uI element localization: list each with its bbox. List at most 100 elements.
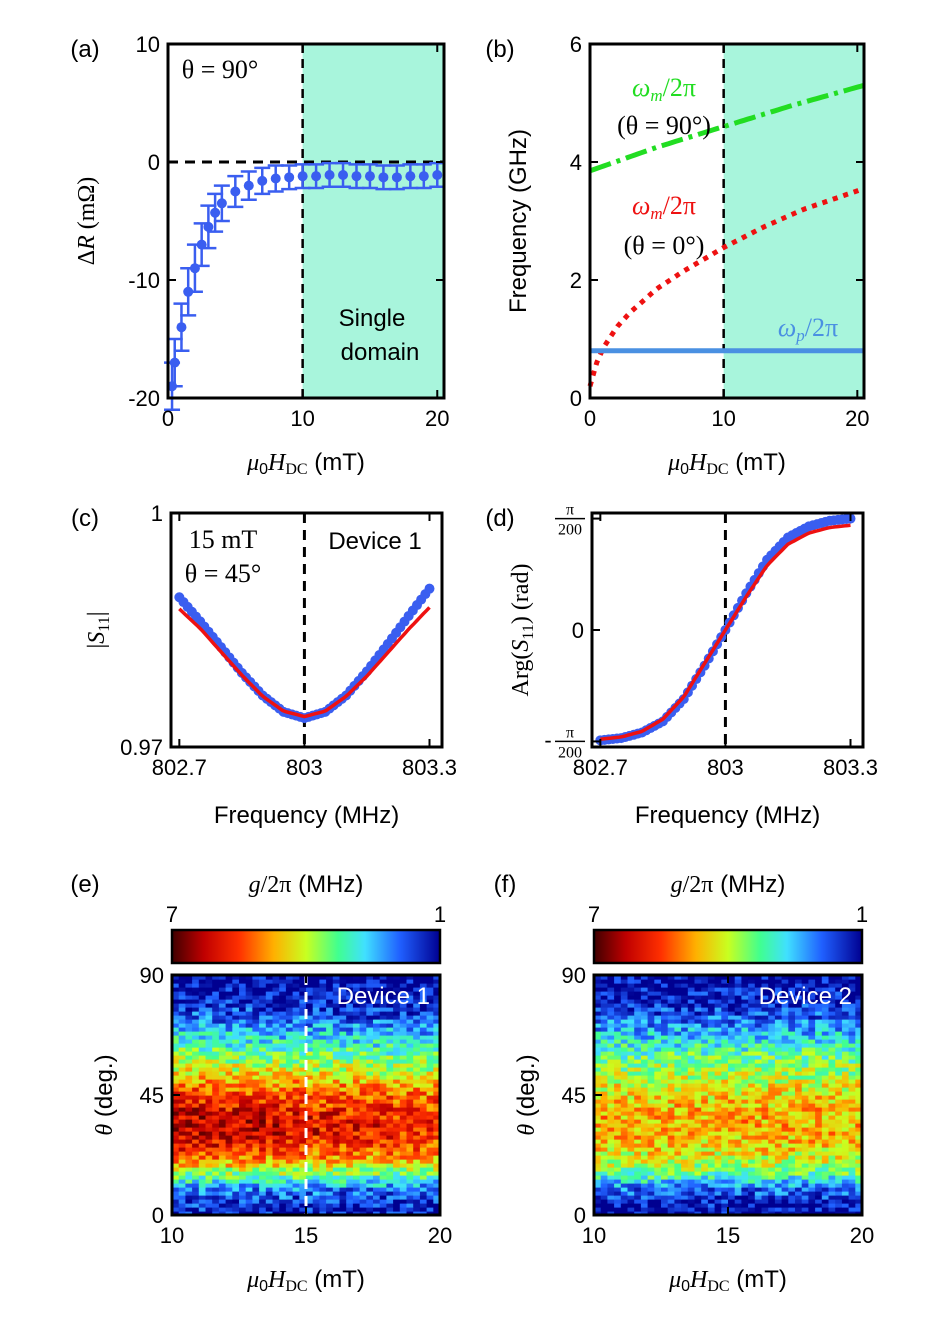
heatmap-cell xyxy=(835,1015,843,1020)
heatmap-cell xyxy=(761,1163,769,1168)
heatmap-cell xyxy=(781,1183,789,1188)
heatmap-cell xyxy=(627,1015,635,1020)
heatmap-cell xyxy=(620,999,629,1004)
heatmap-cell xyxy=(379,1115,387,1120)
heatmap-cell xyxy=(754,1123,763,1128)
heatmap-cell xyxy=(661,1027,669,1032)
heatmap-cell xyxy=(386,1211,394,1216)
heatmap-cell xyxy=(373,1163,381,1168)
heatmap-cell xyxy=(694,1115,702,1120)
heatmap-cell xyxy=(681,1035,689,1040)
heatmap-cell xyxy=(406,1187,414,1192)
heatmap-cell xyxy=(319,1127,327,1132)
heatmap-cell xyxy=(781,1123,789,1128)
heatmap-cell xyxy=(828,1099,836,1104)
heatmap-cell xyxy=(306,1119,314,1124)
heatmap-cell xyxy=(326,1023,334,1028)
heatmap-cell xyxy=(754,1027,763,1032)
heatmap-cell xyxy=(252,1191,260,1196)
heatmap-cell xyxy=(212,1047,220,1052)
heatmap-cell xyxy=(721,1079,729,1084)
single-domain-label-1: Single xyxy=(339,305,406,332)
heatmap-cell xyxy=(279,1131,287,1136)
heatmap-cell xyxy=(667,1023,675,1028)
heatmap-cell xyxy=(212,1187,220,1192)
heatmap-cell xyxy=(674,1171,682,1176)
heatmap-cell xyxy=(245,1139,253,1144)
heatmap-cell xyxy=(332,1167,341,1172)
heatmap-cell xyxy=(279,1027,287,1032)
heatmap-cell xyxy=(232,1163,240,1168)
heatmap-cell xyxy=(647,1079,655,1084)
heatmap-cell xyxy=(627,1031,635,1036)
heatmap-cell xyxy=(178,1099,186,1104)
heatmap-cell xyxy=(279,1127,287,1132)
heatmap-cell xyxy=(741,1023,749,1028)
heatmap-cell xyxy=(419,1083,428,1088)
heatmap-cell xyxy=(279,1151,287,1156)
y-tick-numerator: π xyxy=(566,502,574,519)
heatmap-cell xyxy=(225,1031,233,1036)
heatmap-cell xyxy=(721,1175,729,1180)
heatmap-cell xyxy=(801,1107,809,1112)
heatmap-cell xyxy=(225,1143,233,1148)
heatmap-cell xyxy=(734,1011,742,1016)
heatmap-cell xyxy=(614,1195,622,1200)
heatmap-cell xyxy=(754,1207,763,1212)
heatmap-cell xyxy=(185,1123,193,1128)
heatmap-cell xyxy=(339,1091,347,1096)
heatmap-cell xyxy=(815,1195,823,1200)
heatmap-cell xyxy=(352,1007,361,1012)
heatmap-cell xyxy=(198,1211,207,1216)
heatmap-cell xyxy=(707,1103,716,1108)
heatmap-cell xyxy=(198,1075,207,1080)
heatmap-cell xyxy=(393,1211,401,1216)
heatmap-cell xyxy=(754,1151,763,1156)
heatmap-cell xyxy=(848,1195,856,1200)
axes-frame-a xyxy=(166,42,446,400)
heatmap-cell xyxy=(252,1087,260,1092)
heatmap-cell xyxy=(647,1163,655,1168)
heatmap-cell xyxy=(634,1179,642,1184)
y-tick-label: 4 xyxy=(570,150,582,175)
heatmap-cell xyxy=(801,1187,809,1192)
heatmap-cell xyxy=(614,1171,622,1176)
heatmap-cell xyxy=(848,1015,856,1020)
heatmap-cell xyxy=(620,1135,629,1140)
heatmap-cell xyxy=(285,1167,294,1172)
heatmap-cell xyxy=(285,1155,294,1160)
heatmap-cell xyxy=(299,1031,307,1036)
heatmap-cell xyxy=(687,1051,696,1056)
heatmap-cell xyxy=(192,1079,200,1084)
heatmap-cell xyxy=(178,1199,186,1204)
heatmap-cell xyxy=(835,1103,843,1108)
heatmap-cell xyxy=(205,1207,213,1212)
heatmap-cell xyxy=(795,1119,803,1124)
heatmap-cell xyxy=(359,1103,367,1108)
heatmap-cell xyxy=(312,1023,320,1028)
heatmap-cell xyxy=(225,1159,233,1164)
heatmap-cell xyxy=(272,1027,280,1032)
heatmap-cell xyxy=(419,987,428,992)
heatmap-cell xyxy=(346,1203,354,1208)
heatmap-cell xyxy=(734,1003,742,1008)
heatmap-cell xyxy=(761,1043,769,1048)
heatmap-cell xyxy=(815,1095,823,1100)
heatmap-cell xyxy=(172,995,180,1000)
heatmap-cell xyxy=(654,1107,662,1112)
heatmap-cell xyxy=(627,1195,635,1200)
heatmap-cell xyxy=(433,1031,441,1036)
heatmap-cell xyxy=(265,1071,274,1076)
heatmap-cell xyxy=(821,1071,830,1076)
heatmap-cell xyxy=(815,1175,823,1180)
heatmap-cell xyxy=(594,1063,602,1068)
heatmap-cell xyxy=(728,1159,736,1164)
heatmap-cell xyxy=(272,1119,280,1124)
heatmap-cell xyxy=(754,1071,763,1076)
heatmap-cell xyxy=(701,1031,709,1036)
heatmap-cell xyxy=(285,1063,294,1068)
heatmap-cell xyxy=(634,1071,642,1076)
heatmap-cell xyxy=(406,1127,414,1132)
heatmap-cell xyxy=(607,1023,615,1028)
heatmap-cell xyxy=(185,1087,193,1092)
